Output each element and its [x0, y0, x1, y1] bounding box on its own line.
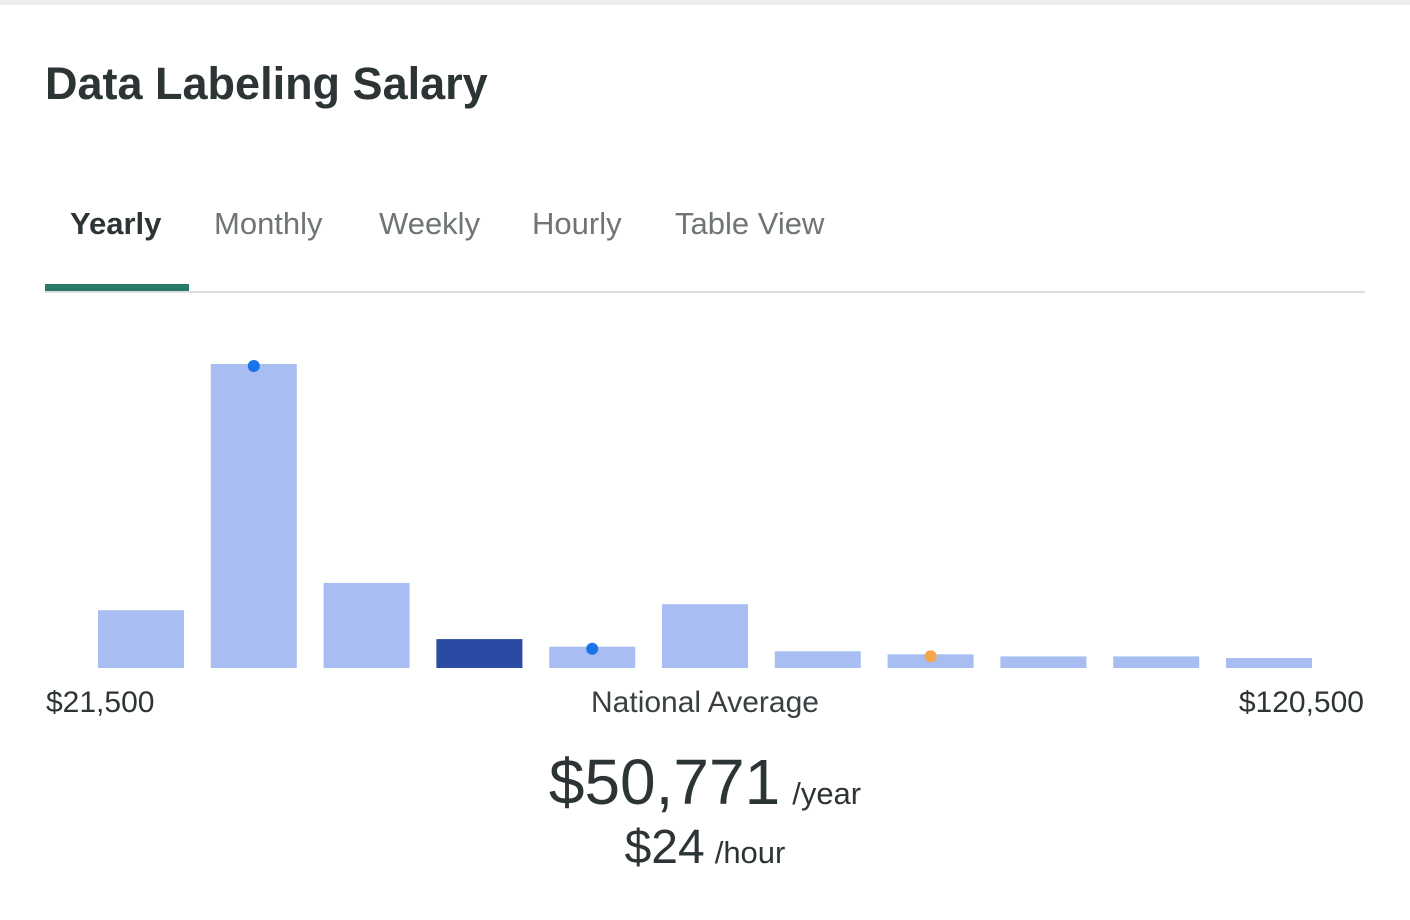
tab-monthly[interactable]: Monthly — [214, 206, 323, 241]
active-tab-indicator — [45, 284, 189, 291]
tab-hourly[interactable]: Hourly — [532, 206, 622, 241]
histogram-bar[interactable] — [1000, 656, 1087, 668]
tab-table-view[interactable]: Table View — [675, 206, 825, 241]
histogram-bar[interactable] — [323, 582, 410, 668]
page-title: Data Labeling Salary — [45, 58, 488, 109]
top-divider — [0, 0, 1410, 5]
histogram-bar[interactable] — [98, 610, 184, 668]
hourly-salary-amount: $24 — [624, 821, 705, 874]
histogram-bar[interactable] — [1226, 658, 1312, 668]
salary-period-tabs: Yearly Monthly Weekly Hourly Table View — [45, 190, 1365, 293]
hourly-salary-summary: $24/hour — [0, 820, 1410, 875]
blue-marker-dot — [247, 360, 260, 372]
tab-yearly[interactable]: Yearly — [70, 206, 162, 241]
salary-distribution-chart — [98, 360, 1312, 668]
yearly-salary-summary: $50,771/year — [0, 745, 1410, 819]
yearly-salary-amount: $50,771 — [548, 746, 781, 818]
histogram-bar[interactable] — [210, 364, 297, 668]
yearly-salary-unit: /year — [792, 776, 862, 811]
histogram-bar[interactable] — [549, 646, 636, 668]
axis-max-label: $120,500 — [1238, 686, 1364, 719]
axis-min-label: $21,500 — [46, 686, 155, 719]
orange-marker-dot — [924, 650, 937, 663]
histogram-bar[interactable] — [774, 651, 861, 668]
blue-marker-dot — [586, 642, 599, 655]
national-average-label: National Average — [591, 686, 819, 719]
tab-weekly[interactable]: Weekly — [379, 206, 481, 241]
histogram-bar[interactable] — [1113, 656, 1200, 668]
histogram-bar[interactable] — [662, 604, 748, 668]
hourly-salary-unit: /hour — [714, 835, 786, 870]
histogram-bar-highlighted[interactable] — [436, 639, 523, 668]
tabs-divider — [45, 291, 1365, 293]
